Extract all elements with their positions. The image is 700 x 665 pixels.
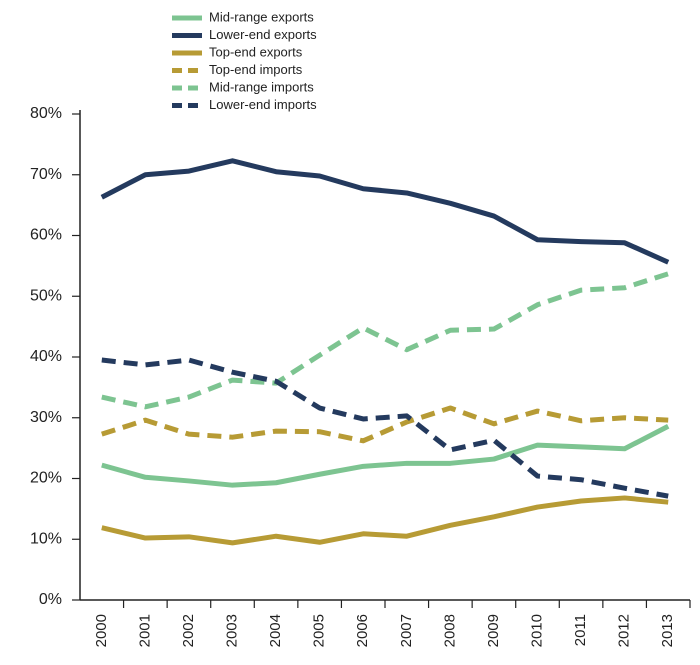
- series-line: [101, 424, 670, 488]
- x-tick-label: 2008: [441, 614, 458, 647]
- x-tick-label: 2007: [398, 614, 415, 647]
- legend-label: Mid-range exports: [209, 9, 314, 24]
- x-tick-label: 2004: [267, 614, 284, 647]
- legend-label: Lower-end exports: [209, 27, 317, 42]
- y-tick-label: 30%: [30, 409, 62, 426]
- legend-label: Mid-range imports: [209, 79, 314, 94]
- x-tick-label: 2006: [354, 614, 371, 647]
- x-tick-label: 2011: [572, 614, 589, 646]
- series-line: [100, 158, 670, 265]
- x-tick-label: 2012: [616, 614, 633, 647]
- y-tick-label: 50%: [30, 287, 62, 304]
- y-tick-label: 0%: [39, 591, 62, 608]
- legend-label: Lower-end imports: [209, 97, 317, 112]
- y-tick-label: 70%: [30, 166, 62, 183]
- series-line: [101, 357, 669, 499]
- x-tick-label: 2001: [136, 614, 153, 647]
- series-line: [101, 271, 669, 410]
- series-line: [101, 405, 669, 444]
- x-tick-label: 2000: [93, 614, 110, 647]
- x-tick-label: 2002: [180, 614, 197, 647]
- y-tick-label: 80%: [30, 105, 62, 122]
- y-tick-label: 10%: [30, 530, 62, 547]
- legend-label: Top-end imports: [209, 62, 303, 77]
- x-tick-label: 2010: [528, 614, 545, 647]
- y-tick-label: 40%: [30, 348, 62, 365]
- x-tick-label: 2005: [311, 614, 328, 647]
- y-tick-label: 60%: [30, 227, 62, 244]
- x-tick-label: 2003: [223, 614, 240, 647]
- x-tick-label: 2013: [659, 614, 676, 647]
- x-tick-label: 2009: [485, 614, 502, 647]
- legend-label: Top-end exports: [209, 44, 303, 59]
- series-line: [101, 495, 669, 546]
- y-tick-label: 20%: [30, 470, 62, 487]
